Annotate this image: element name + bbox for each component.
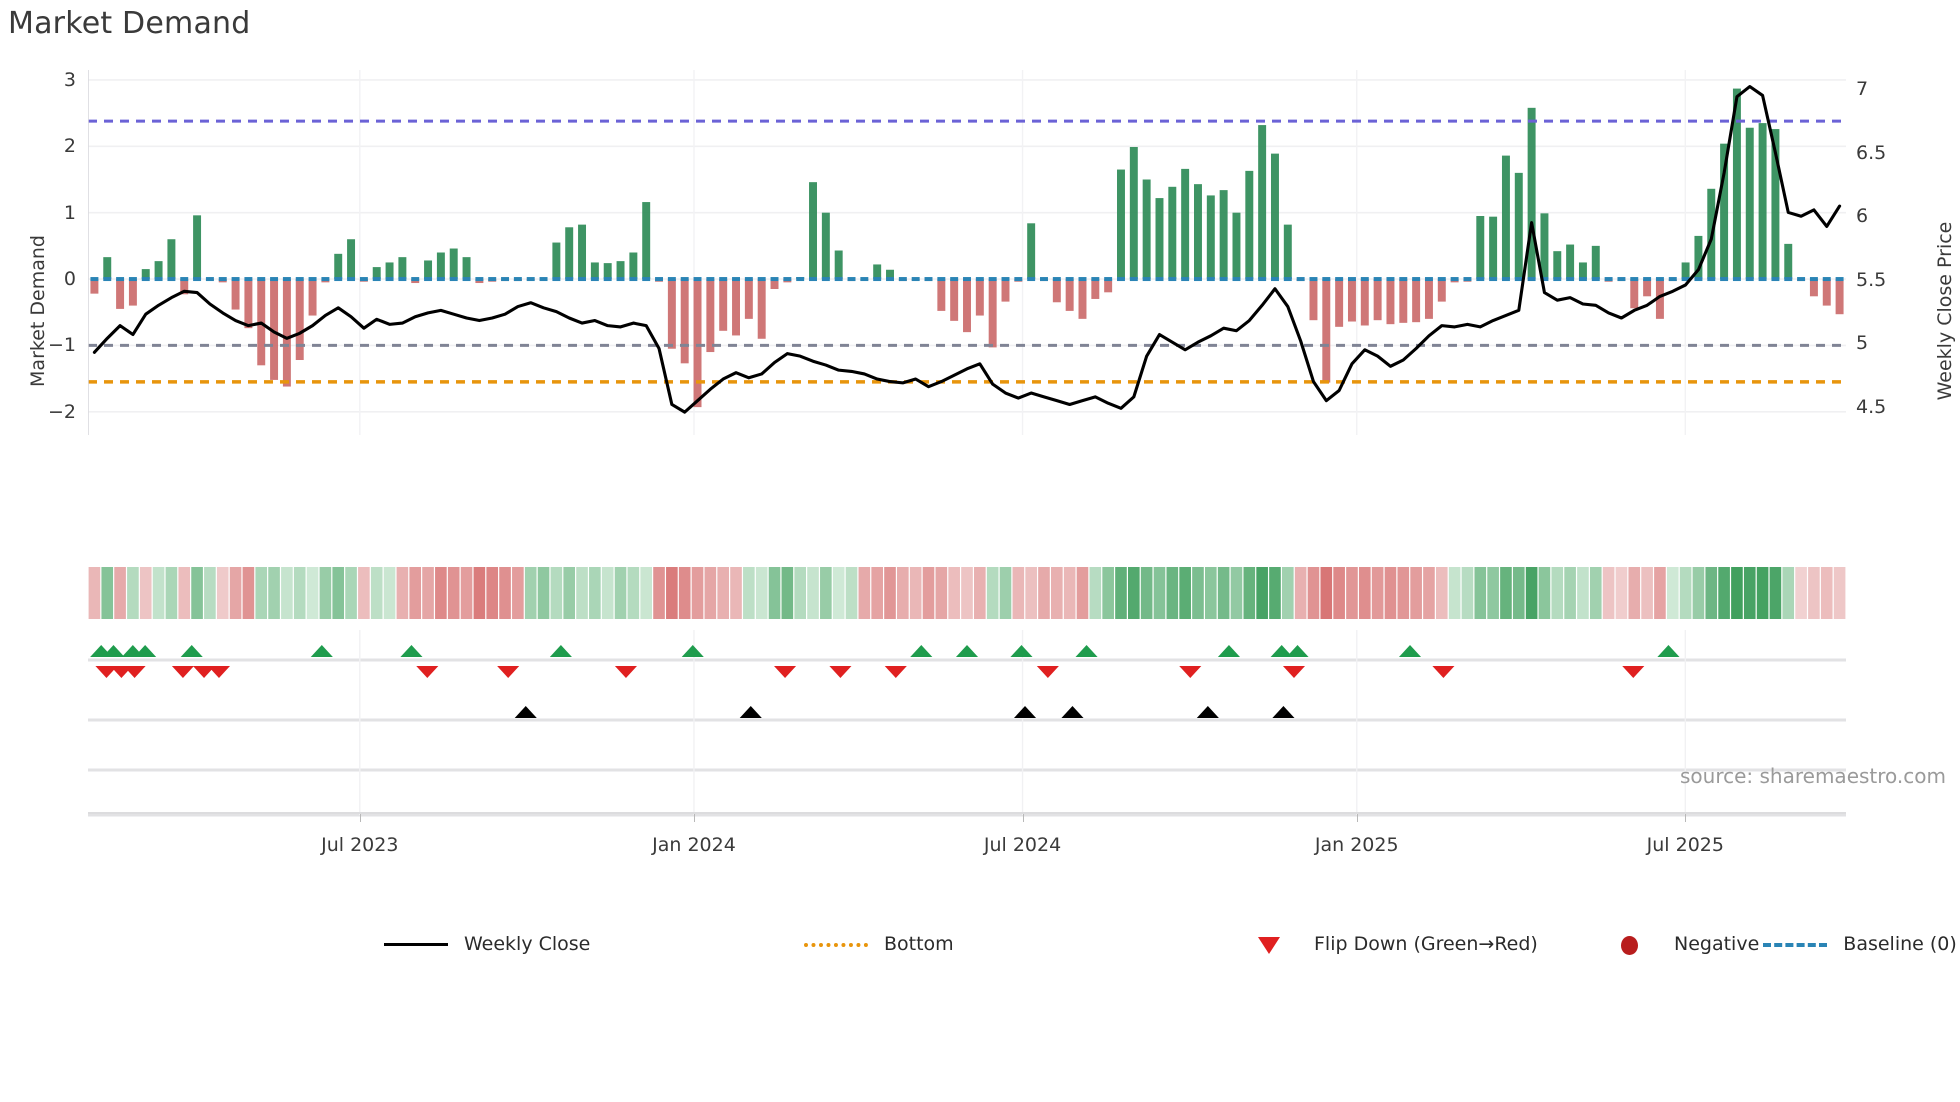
y-axis-left-tick: 1 bbox=[63, 201, 76, 224]
legend-item[interactable]: Bottom bbox=[800, 925, 1230, 963]
page-title: Market Demand bbox=[8, 6, 251, 41]
y-axis-left-tick: −2 bbox=[47, 400, 76, 423]
triangle-down-icon bbox=[1230, 932, 1302, 956]
legend-item-label: Baseline (0) bbox=[1843, 932, 1957, 955]
legend-glyph-shape bbox=[804, 943, 868, 947]
dotted-line-icon bbox=[800, 932, 872, 956]
legend-item-label: Weekly Close bbox=[464, 932, 591, 955]
x-axis-tick-label: Jan 2024 bbox=[652, 834, 736, 856]
circle-icon bbox=[1590, 932, 1662, 956]
main-plot-area bbox=[88, 70, 1846, 435]
legend-glyph-shape bbox=[1621, 936, 1638, 955]
legend-glyph-shape bbox=[1763, 943, 1828, 947]
demand-intensity-strip bbox=[88, 567, 1846, 619]
x-axis-tick-label: Jan 2025 bbox=[1314, 834, 1399, 856]
legend-glyph-shape bbox=[1258, 937, 1280, 954]
y-axis-left-tick: 2 bbox=[63, 135, 76, 158]
demand-price-plot bbox=[88, 70, 1846, 435]
y-axis-right-tick: 6.5 bbox=[1856, 141, 1887, 164]
legend-item-label: Negative bbox=[1674, 932, 1760, 955]
legend-item-label: Flip Down (Green→Red) bbox=[1314, 932, 1538, 955]
y-axis-right-tick: 4.5 bbox=[1856, 396, 1887, 419]
legend-glyph-shape bbox=[384, 943, 448, 946]
x-axis-tick-mark bbox=[359, 812, 361, 822]
legend-item-label: Bottom bbox=[884, 932, 954, 955]
y-axis-left-tick: 3 bbox=[63, 68, 76, 91]
y-axis-right-title: Weekly Close Price bbox=[1934, 221, 1956, 401]
y-axis-left-ticks: 3 2 1 0 −1 −2 bbox=[12, 68, 76, 435]
legend-item[interactable]: Flip Down (Green→Red) bbox=[1230, 925, 1590, 963]
legend-item[interactable]: Weekly Close bbox=[380, 925, 800, 963]
source-watermark: source: sharemaestro.com bbox=[1680, 764, 1946, 788]
y-axis-left-tick: 0 bbox=[63, 268, 76, 291]
x-axis-tick-mark bbox=[1022, 812, 1024, 822]
solid-line-icon bbox=[380, 932, 452, 956]
dashed-line-icon bbox=[1759, 932, 1831, 956]
y-axis-left-tick: −1 bbox=[47, 334, 76, 357]
chart-legend: Weekly Close Bottom Flip Down (Green→Red) N… bbox=[380, 925, 1957, 963]
y-axis-right-tick: 6 bbox=[1856, 205, 1869, 228]
x-axis-tick-mark bbox=[693, 812, 695, 822]
x-axis-tick-label: Jul 2024 bbox=[983, 834, 1062, 856]
x-axis-tick-mark bbox=[1356, 812, 1358, 822]
x-axis-tick-mark bbox=[1685, 812, 1687, 822]
legend-item[interactable]: Baseline (0) bbox=[1759, 925, 1957, 963]
y-axis-right-ticks: 7 6.5 6 5.5 5 4.5 bbox=[1856, 70, 1916, 435]
x-axis-tick-label: Jul 2023 bbox=[321, 834, 399, 856]
y-axis-right-tick: 5 bbox=[1856, 332, 1869, 355]
signal-marker-panel bbox=[88, 630, 1846, 817]
y-axis-right-tick: 7 bbox=[1856, 78, 1869, 101]
x-axis: Jul 2023 Jan 2024 Jul 2024 Jan 2025 Jul 2025 bbox=[88, 812, 1846, 872]
x-axis-spine bbox=[88, 812, 1846, 814]
legend-item[interactable]: Negative bbox=[1590, 925, 1759, 963]
y-axis-right-tick: 5.5 bbox=[1856, 268, 1887, 291]
x-axis-tick-label: Jul 2025 bbox=[1646, 834, 1724, 856]
